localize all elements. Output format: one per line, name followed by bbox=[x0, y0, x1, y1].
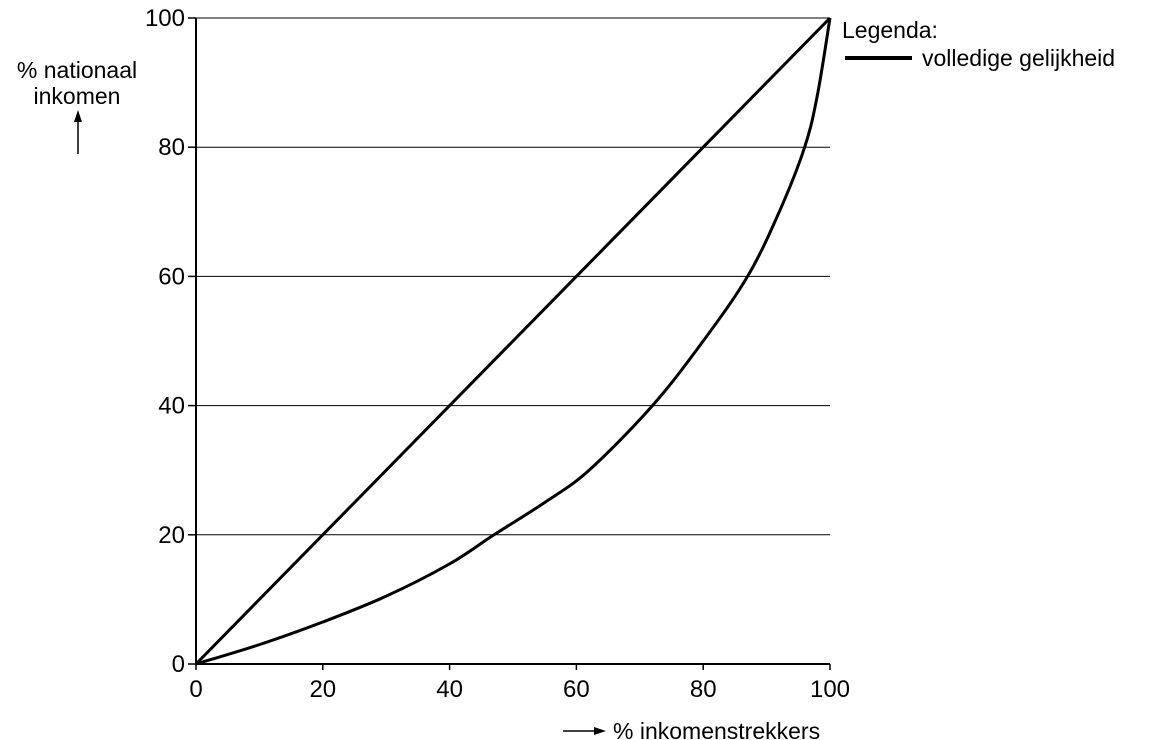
y-tick-label-60: 60 bbox=[158, 263, 185, 290]
x-tick-label-0: 0 bbox=[189, 676, 202, 703]
x-axis-arrow-icon bbox=[563, 727, 606, 735]
series-line-volledige-gelijkheid bbox=[194, 16, 832, 666]
axes bbox=[195, 18, 830, 665]
x-tick-label-60: 60 bbox=[563, 676, 590, 703]
y-axis-label-line-2: inkomen bbox=[34, 83, 121, 109]
y-axis-label-line-1: % nationaal bbox=[17, 57, 137, 83]
y-tick-label-100: 100 bbox=[145, 5, 185, 32]
y-tick-label-20: 20 bbox=[158, 522, 185, 549]
series-layer bbox=[194, 16, 832, 666]
y-tick-label-80: 80 bbox=[158, 134, 185, 161]
legend-label-volledige-gelijkheid: volledige gelijkheid bbox=[922, 45, 1115, 71]
legend-title: Legenda: bbox=[842, 17, 938, 43]
series-line-curve-1 bbox=[195, 17, 832, 666]
tick-labels: 0 20 40 60 80 100 0 20 40 60 80 100 bbox=[145, 5, 850, 703]
x-tick-label-80: 80 bbox=[690, 676, 717, 703]
y-tick-label-0: 0 bbox=[172, 651, 185, 678]
x-axis-label: % inkomenstrekkers bbox=[613, 718, 820, 740]
y-axis-arrow-icon bbox=[74, 110, 82, 154]
x-tick-label-40: 40 bbox=[436, 676, 463, 703]
y-tick-label-40: 40 bbox=[158, 393, 185, 420]
x-tick-label-100: 100 bbox=[810, 676, 850, 703]
x-tick-label-20: 20 bbox=[309, 676, 336, 703]
grid-lines bbox=[196, 17, 830, 536]
legend: Legenda: volledige gelijkheid bbox=[842, 17, 1115, 71]
